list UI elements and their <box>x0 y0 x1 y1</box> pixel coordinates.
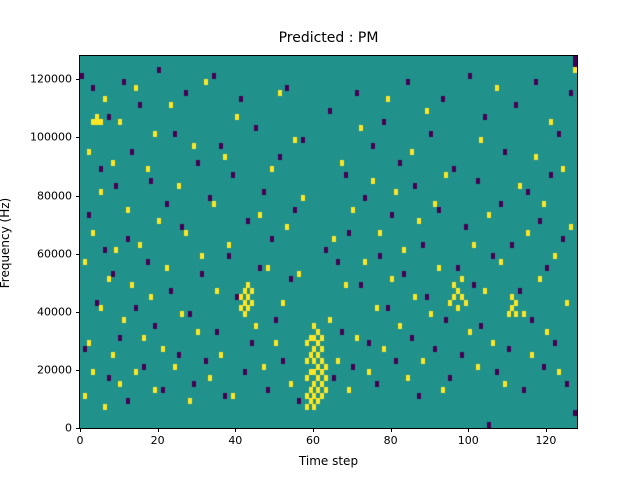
y-tick-mark <box>76 428 80 429</box>
y-tick-mark <box>76 311 80 313</box>
y-tick-label: 60000 <box>37 247 72 261</box>
x-tick-label: 60 <box>305 434 320 447</box>
y-tick-mark <box>76 79 80 81</box>
y-tick-label: 120000 <box>30 72 72 86</box>
x-tick-mark <box>545 428 547 432</box>
y-tick-label: 100000 <box>30 130 72 144</box>
x-tick-mark <box>157 428 159 432</box>
y-tick-label: 40000 <box>37 305 72 319</box>
x-tick-label: 100 <box>457 434 479 447</box>
x-tick-label: 0 <box>76 434 84 447</box>
x-tick-mark <box>468 428 470 432</box>
x-tick-mark <box>390 428 392 432</box>
y-tick-mark <box>76 253 80 255</box>
x-tick-label: 20 <box>150 434 165 447</box>
y-tick-mark <box>76 195 80 197</box>
x-tick-mark <box>80 428 81 432</box>
x-tick-label: 80 <box>383 434 398 447</box>
y-tick-mark <box>76 369 80 371</box>
x-tick-label: 120 <box>535 434 557 447</box>
x-axis-label: Time step <box>298 454 359 468</box>
chart-title: Predicted : PM <box>278 30 379 46</box>
y-tick-mark <box>76 137 80 139</box>
heatmap-plot-area <box>79 55 578 429</box>
x-tick-label: 40 <box>228 434 243 447</box>
y-axis-label: Frequency (Hz) <box>0 197 12 289</box>
y-tick-label: 0 <box>65 421 72 435</box>
x-tick-mark <box>235 428 237 432</box>
x-tick-mark <box>312 428 314 432</box>
y-tick-label: 80000 <box>37 189 72 202</box>
y-tick-label: 20000 <box>37 363 72 377</box>
